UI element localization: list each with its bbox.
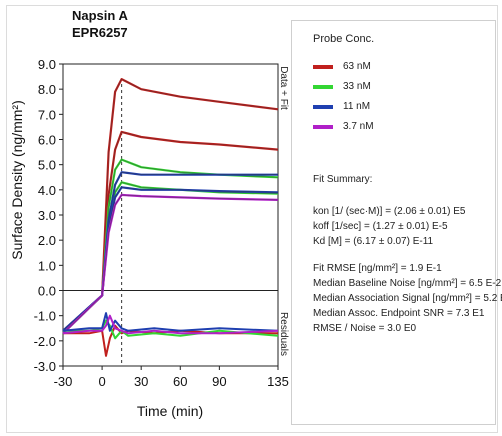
legend-label: 63 nM (343, 61, 371, 72)
x-tick-label: -30 (54, 374, 73, 389)
y-tick-label: -2.0 (34, 334, 56, 349)
fit-param-kon: kon [1/ (sec·M)] = (2.06 ± 0.01) E5 (313, 206, 466, 217)
y-tick-label: -1.0 (34, 309, 56, 324)
axis-layer: 9.0 8.0 7.0 6.0 5.0 4.0 3.0 2.0 1.0 0.0 -1.0 -2.0 -3… (34, 57, 289, 389)
legend-swatch (313, 105, 333, 109)
legend-swatch (313, 125, 333, 129)
x-tick-label: 0 (98, 374, 105, 389)
fit-line-6 (62, 194, 279, 334)
x-tick-label: 30 (134, 374, 148, 389)
y-tick-label: 6.0 (38, 133, 56, 148)
residual-line-2 (62, 312, 279, 332)
figure-frame (6, 5, 498, 433)
fit-param-koff: koff [1/sec] = (1.27 ± 0.01) E-5 (313, 221, 448, 232)
fit-stat-baseline-noise: Median Baseline Noise [ng/mm²] = 6.5 E-2 (313, 278, 502, 289)
x-tick-label: 60 (173, 374, 187, 389)
legend-swatch (313, 65, 333, 69)
right-label-residuals: Residuals (278, 312, 289, 356)
fit-summary-title: Fit Summary: (313, 174, 373, 185)
plot-background (62, 63, 279, 367)
legend-label: 11 nM (343, 101, 371, 112)
chart-subtitle: EPR6257 (72, 25, 128, 40)
x-axis-label: Time (min) (137, 403, 203, 419)
fit-stat-rmse: Fit RMSE [ng/mm²] = 1.9 E-1 (313, 263, 442, 274)
sensorgram-chart: 9.0 8.0 7.0 6.0 5.0 4.0 3.0 2.0 1.0 0.0 -1.0 -2.0 -3… (9, 8, 289, 419)
x-tick-label: 90 (212, 374, 226, 389)
y-tick-label: 8.0 (38, 82, 56, 97)
y-tick-label: -3.0 (34, 359, 56, 374)
series-layer (62, 78, 279, 335)
y-tick-label: 7.0 (38, 107, 56, 122)
y-tick-label: 2.0 (38, 233, 56, 248)
legend-title: Probe Conc. (313, 33, 375, 45)
y-tick-label: 5.0 (38, 158, 56, 173)
y-tick-label: 4.0 (38, 183, 56, 198)
y-tick-label: 9.0 (38, 57, 56, 72)
y-axis-label: Surface Density (ng/mm²) (9, 100, 25, 259)
y-tick-label: 0.0 (38, 284, 56, 299)
residuals-layer (62, 312, 279, 357)
legend-swatch (313, 85, 333, 89)
y-tick-label: 3.0 (38, 208, 56, 223)
legend-panel: Probe Conc. 63 nM 33 nM 11 nM 3.7 nM Fit… (291, 20, 502, 425)
legend-label: 33 nM (343, 81, 371, 92)
y-tick-label: 1.0 (38, 258, 56, 273)
plot-frame (62, 63, 279, 367)
fit-stat-association-signal: Median Association Signal [ng/mm²] = 5.2… (313, 293, 502, 304)
legend-label: 3.7 nM (343, 121, 374, 132)
fit-stat-endpoint-snr: Median Assoc. Endpoint SNR = 7.3 E1 (313, 308, 485, 319)
right-label-data-fit: Data + Fit (278, 66, 289, 110)
chart-title: Napsin A (72, 8, 128, 23)
fit-stat-rmse-noise: RMSE / Noise = 3.0 E0 (313, 323, 417, 334)
residual-line-3 (62, 314, 279, 335)
x-tick-label: 135 (267, 374, 289, 389)
fit-param-kd: Kd [M] = (6.17 ± 0.07) E-11 (313, 236, 434, 247)
